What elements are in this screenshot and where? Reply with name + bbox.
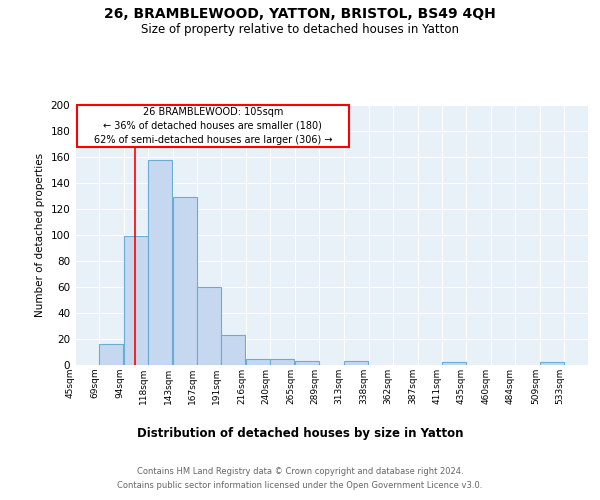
Bar <box>344 361 368 365</box>
Text: 26, BRAMBLEWOOD, YATTON, BRISTOL, BS49 4QH: 26, BRAMBLEWOOD, YATTON, BRISTOL, BS49 4… <box>104 8 496 22</box>
Bar <box>247 358 271 365</box>
Bar <box>99 344 123 365</box>
Bar <box>124 236 148 365</box>
Text: Contains HM Land Registry data © Crown copyright and database right 2024.: Contains HM Land Registry data © Crown c… <box>137 468 463 476</box>
Bar <box>148 160 172 365</box>
Bar <box>295 361 319 365</box>
Text: Size of property relative to detached houses in Yatton: Size of property relative to detached ho… <box>141 22 459 36</box>
FancyBboxPatch shape <box>77 105 349 146</box>
Bar <box>197 287 221 365</box>
Text: Contains public sector information licensed under the Open Government Licence v3: Contains public sector information licen… <box>118 481 482 490</box>
Bar <box>221 335 245 365</box>
Y-axis label: Number of detached properties: Number of detached properties <box>35 153 45 317</box>
Bar <box>442 362 466 365</box>
Bar <box>540 362 564 365</box>
Bar <box>173 198 197 365</box>
Text: 26 BRAMBLEWOOD: 105sqm
← 36% of detached houses are smaller (180)
62% of semi-de: 26 BRAMBLEWOOD: 105sqm ← 36% of detached… <box>94 107 332 145</box>
Bar <box>271 358 295 365</box>
Text: Distribution of detached houses by size in Yatton: Distribution of detached houses by size … <box>137 428 463 440</box>
